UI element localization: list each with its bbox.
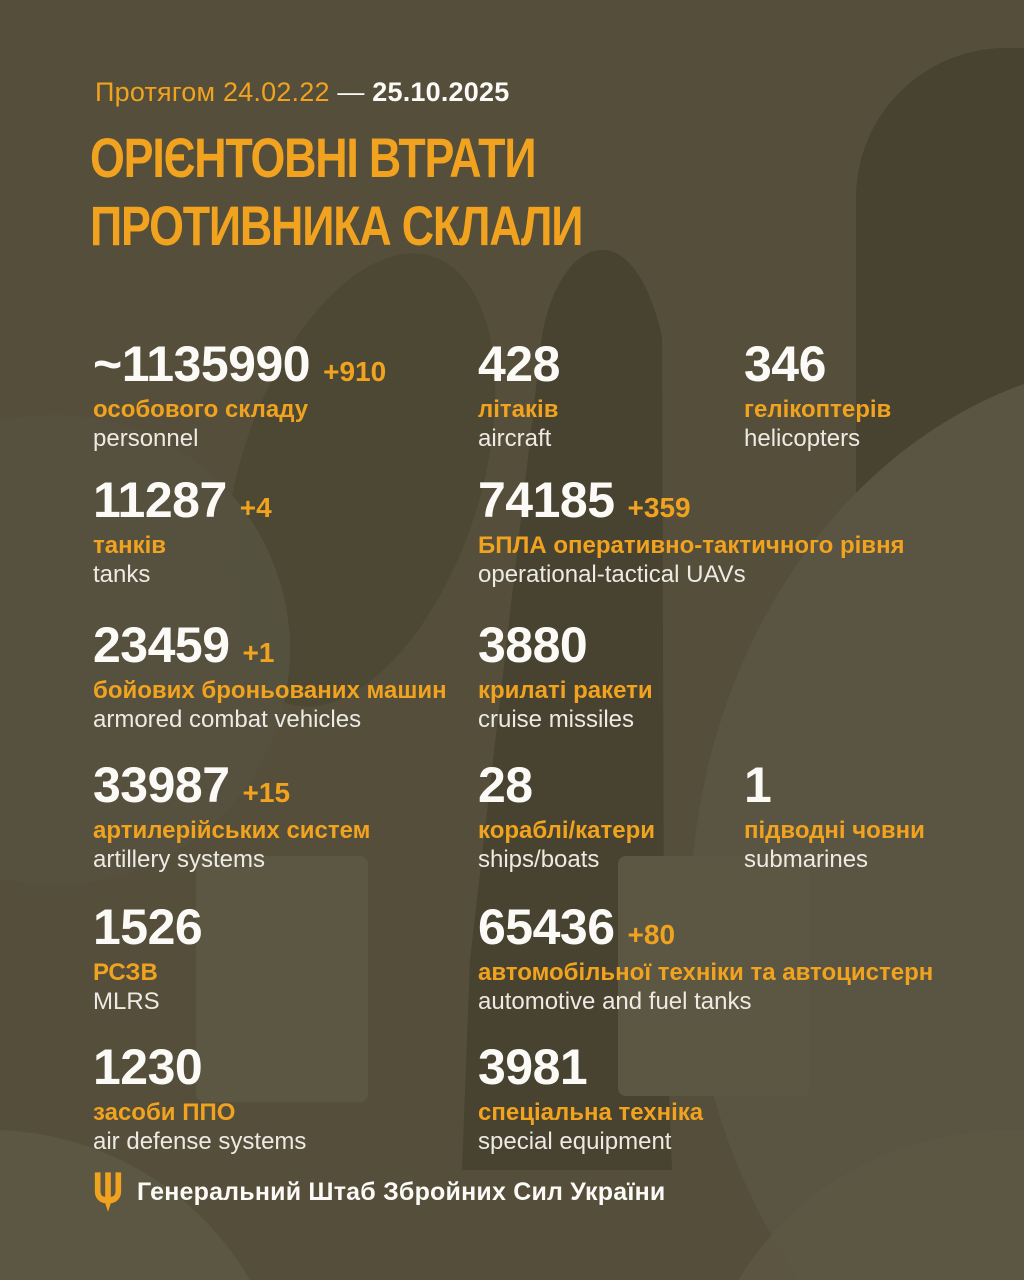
stat-label-en: automotive and fuel tanks xyxy=(478,988,752,1015)
stat-label-en: tanks xyxy=(93,561,151,588)
stat-label-ua: гелікоптерів xyxy=(744,396,892,423)
stat-value: ~1135990 xyxy=(93,336,311,392)
stat-cruise-missiles: 3880 крилаті ракети cruise missiles xyxy=(478,619,653,734)
stat-label-ua: БПЛА оперативно-тактичного рівня xyxy=(478,532,905,559)
page-title-line1: ОРІЄНТОВНІ ВТРАТИ xyxy=(90,126,537,189)
stat-value: 428 xyxy=(478,336,560,392)
page-title: ОРІЄНТОВНІ ВТРАТИ ПРОТИВНИКА СКЛАЛИ xyxy=(90,124,583,260)
stat-value: 1 xyxy=(744,757,772,813)
stat-value: 1526 xyxy=(93,899,203,955)
stat-value: 65436 xyxy=(478,899,615,955)
stat-delta: +80 xyxy=(627,919,676,950)
stat-label-ua: РСЗВ xyxy=(93,959,158,986)
stat-label-ua: артилерійських систем xyxy=(93,817,371,844)
stat-label-en: operational-tactical UAVs xyxy=(478,561,746,588)
stat-mlrs: 1526 РСЗВ MLRS xyxy=(93,899,203,1016)
stat-label-en: cruise missiles xyxy=(478,706,635,733)
stat-special-equipment: 3981 спеціальна техніка special equipmen… xyxy=(478,1041,703,1156)
stat-value: 28 xyxy=(478,757,533,813)
stat-label-en: helicopters xyxy=(744,425,861,452)
stat-automotive: 65436 +80 автомобільної техніки та автоци… xyxy=(478,901,933,1016)
stat-label-en: ships/boats xyxy=(478,846,600,873)
stat-label-ua: крилаті ракети xyxy=(478,677,653,704)
period-dash: — xyxy=(337,77,365,107)
stat-value: 1230 xyxy=(93,1039,203,1095)
period-line: Протягом 24.02.22 — 25.10.2025 xyxy=(95,76,509,108)
stat-label-en: MLRS xyxy=(93,988,160,1015)
stat-delta: +4 xyxy=(239,492,272,523)
stat-label-en: special equipment xyxy=(478,1128,672,1155)
stat-label-en: personnel xyxy=(93,425,199,452)
stat-label-ua: особового складу xyxy=(93,396,309,423)
stat-air-defense: 1230 засоби ППО air defense systems xyxy=(93,1041,306,1156)
stat-value: 33987 xyxy=(93,757,230,813)
stat-label-en: artillery systems xyxy=(93,846,266,873)
stat-delta: +359 xyxy=(627,492,691,523)
stat-value: 11287 xyxy=(93,472,227,528)
stat-label-ua: засоби ППО xyxy=(93,1099,236,1126)
stat-label-en: aircraft xyxy=(478,425,552,452)
stat-ships-boats: 28 кораблі/катери ships/boats xyxy=(478,759,655,874)
stat-label-ua: підводні човни xyxy=(744,817,925,844)
stat-label-ua: танків xyxy=(93,532,167,559)
stat-aircraft: 428 літаків aircraft xyxy=(478,338,560,453)
period-end-date: 25.10.2025 xyxy=(372,77,510,107)
stat-submarines: 1 підводні човни submarines xyxy=(744,759,925,874)
stat-helicopters: 346 гелікоптерів helicopters xyxy=(744,338,891,453)
stat-value: 3981 xyxy=(478,1039,588,1095)
stat-delta: +1 xyxy=(242,637,275,668)
footer: Генеральний Штаб Збройних Сил України xyxy=(93,1172,665,1212)
stat-armored-combat-vehicles: 23459 +1 бойових броньованих машин armore… xyxy=(93,619,447,734)
stat-value: 23459 xyxy=(93,617,230,673)
period-range: Протягом 24.02.22 xyxy=(95,77,330,107)
stat-tanks: 11287 +4 танків tanks xyxy=(93,474,272,589)
stat-artillery-systems: 33987 +15 артилерійських систем artillery… xyxy=(93,759,370,874)
footer-org-name: Генеральний Штаб Збройних Сил України xyxy=(137,1177,666,1206)
stat-label-ua: бойових броньованих машин xyxy=(93,677,447,704)
stat-value: 346 xyxy=(744,336,826,392)
page-title-line2: ПРОТИВНИКА СКЛАЛИ xyxy=(90,194,583,257)
stat-label-en: air defense systems xyxy=(93,1128,307,1155)
stat-label-en: armored combat vehicles xyxy=(93,706,362,733)
stat-value: 74185 xyxy=(478,472,615,528)
stat-delta: +910 xyxy=(323,356,387,387)
stat-personnel: ~1135990 +910 особового складу personnel xyxy=(93,338,386,453)
stat-delta: +15 xyxy=(242,777,291,808)
stat-label-ua: літаків xyxy=(478,396,559,423)
stat-uavs: 74185 +359 БПЛА оперативно-тактичного рів… xyxy=(478,474,905,589)
stat-label-ua: автомобільної техніки та автоцистерн xyxy=(478,959,934,986)
stat-label-ua: кораблі/катери xyxy=(478,817,656,844)
trident-icon xyxy=(94,1172,122,1212)
stat-label-en: submarines xyxy=(744,846,869,873)
stat-value: 3880 xyxy=(478,617,588,673)
stat-label-ua: спеціальна техніка xyxy=(478,1099,704,1126)
